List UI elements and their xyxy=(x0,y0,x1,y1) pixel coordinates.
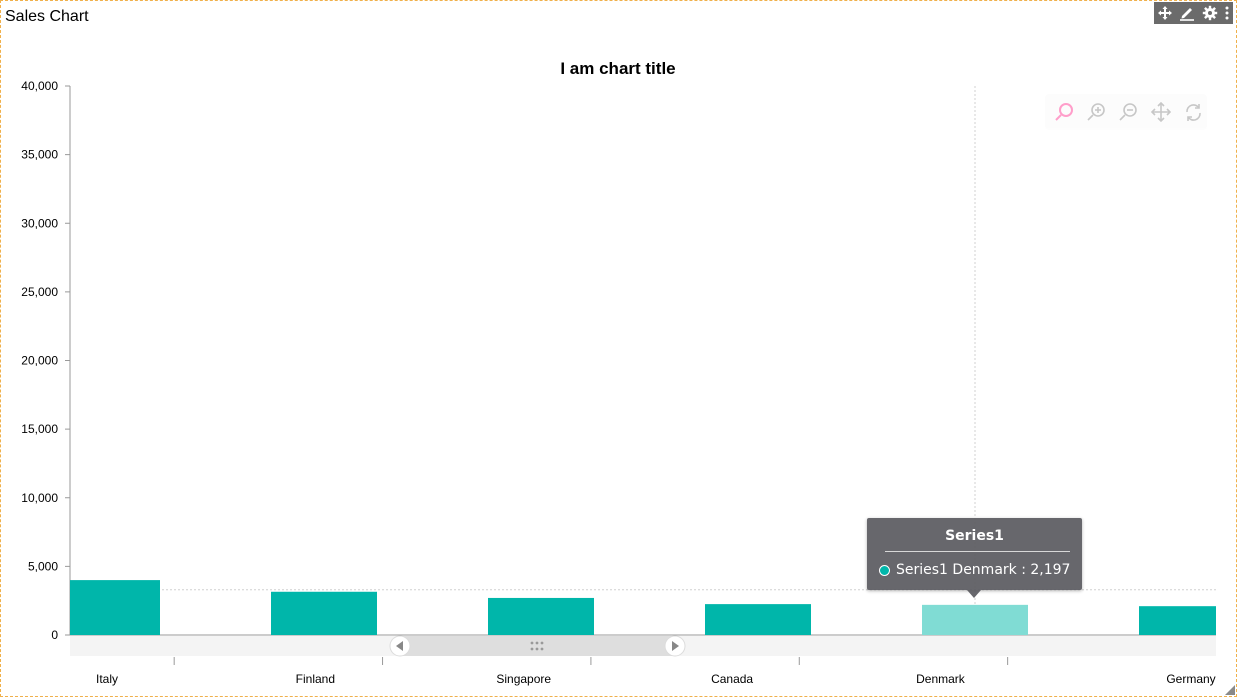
y-tick-label: 25,000 xyxy=(21,285,58,299)
bar[interactable] xyxy=(1139,606,1216,635)
tooltip-row: Series1 Denmark : 2,197 xyxy=(879,562,1070,578)
bar[interactable] xyxy=(922,604,1028,635)
y-axis: 0 5,000 10,000 15,000 20,000 25,000 30,000 35,0… xyxy=(21,79,71,642)
x-tick-label: Italy xyxy=(96,672,118,686)
tooltip-title: Series1 xyxy=(945,528,1004,544)
x-tick-label: Canada xyxy=(711,672,753,686)
zoom-out-icon[interactable] xyxy=(1119,103,1137,121)
resize-handle[interactable] xyxy=(1225,685,1235,695)
panel-title: Sales Chart xyxy=(5,8,89,25)
y-tick-label: 30,000 xyxy=(21,216,58,230)
bars xyxy=(70,580,1216,635)
y-tick-label: 35,000 xyxy=(21,148,58,162)
zoom-toolkit xyxy=(1045,94,1207,130)
y-tick-label: 0 xyxy=(51,628,58,642)
edit-icon[interactable] xyxy=(1178,4,1196,22)
bar[interactable] xyxy=(70,580,160,635)
bar[interactable] xyxy=(488,597,594,635)
tooltip-text: Series1 Denmark : 2,197 xyxy=(896,562,1071,578)
gear-icon[interactable] xyxy=(1201,4,1219,22)
x-tick-label: Finland xyxy=(296,672,335,686)
selection-zoom-icon[interactable] xyxy=(1055,103,1073,121)
x-tick-label: Singapore xyxy=(496,672,551,686)
panel-toolbar xyxy=(1154,2,1233,24)
grip-icon xyxy=(530,641,544,651)
tooltip: Series1 Series1 Denmark : 2,197 xyxy=(867,518,1082,598)
chart-title: I am chart title xyxy=(560,59,675,78)
bar[interactable] xyxy=(705,604,811,635)
zoom-in-icon[interactable] xyxy=(1087,103,1105,121)
y-tick-label: 10,000 xyxy=(21,491,58,505)
tooltip-pointer xyxy=(967,590,981,598)
tooltip-divider xyxy=(885,551,1070,552)
series-marker-icon xyxy=(879,564,890,576)
move-icon[interactable] xyxy=(1156,4,1174,22)
y-tick-label: 20,000 xyxy=(21,354,58,368)
scrollbar-thumb[interactable] xyxy=(400,636,676,656)
more-vertical-icon[interactable] xyxy=(1223,4,1231,22)
bar[interactable] xyxy=(271,591,377,635)
reset-icon[interactable] xyxy=(1186,104,1201,121)
y-tick-label: 5,000 xyxy=(28,559,58,573)
y-tick-label: 15,000 xyxy=(21,422,58,436)
x-tick-label: Denmark xyxy=(916,672,966,686)
y-tick-label: 40,000 xyxy=(21,79,58,93)
pan-icon[interactable] xyxy=(1150,101,1172,123)
range-scrollbar[interactable] xyxy=(70,635,1216,657)
x-tick-label: Germany xyxy=(1166,672,1215,686)
